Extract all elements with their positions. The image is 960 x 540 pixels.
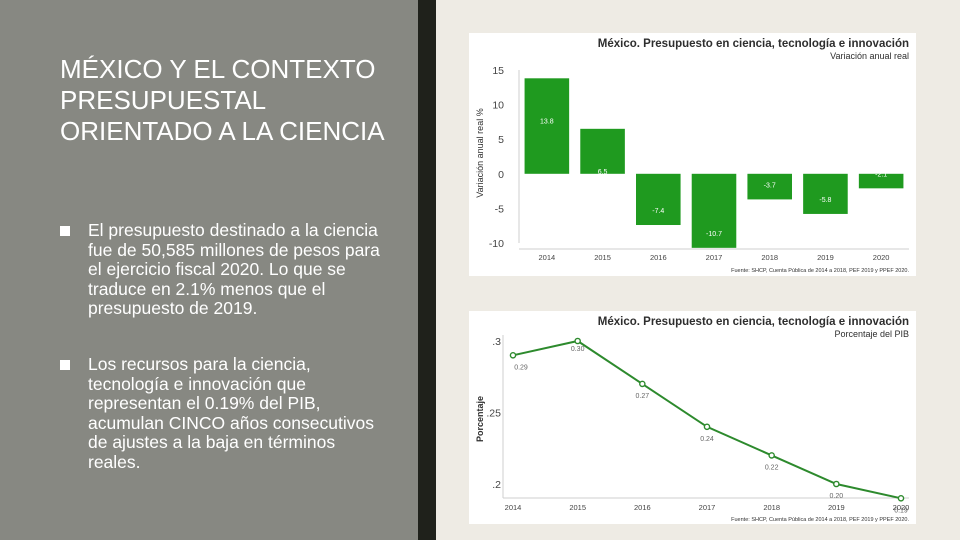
- data-label: 6.5: [598, 169, 608, 176]
- bar-chart-card: México. Presupuesto en ciencia, tecnolog…: [469, 33, 916, 276]
- data-label: -10.7: [706, 231, 722, 238]
- line-chart: México. Presupuesto en ciencia, tecnolog…: [475, 316, 910, 523]
- data-label: 0.30: [571, 346, 585, 353]
- x-tick-label: 2018: [761, 253, 778, 262]
- y-tick-label: 5: [498, 134, 504, 146]
- bullet-item-pib: Los recursos para la ciencia, tecnología…: [60, 354, 380, 472]
- series-line: [512, 339, 902, 500]
- bar-2015: [580, 128, 625, 174]
- bullet-text: Los recursos para la ciencia, tecnología…: [88, 354, 374, 472]
- data-point-2018: [768, 452, 775, 459]
- x-tick-label: 2017: [699, 503, 716, 512]
- bullet-text: El presupuesto destinado a la ciencia fu…: [88, 220, 380, 318]
- bar-2016: [636, 173, 681, 226]
- y-axis-label: Variación anual real %: [475, 108, 485, 197]
- bar-2017: [691, 173, 737, 248]
- x-tick-label: 2018: [763, 503, 780, 512]
- x-tick-label: 2019: [817, 253, 834, 262]
- bar-2020: [858, 173, 904, 189]
- y-tick-label: .3: [492, 336, 501, 348]
- y-axis-label: Porcentaje: [475, 396, 485, 442]
- slide-title: MÉXICO Y EL CONTEXTO PRESUPUESTAL ORIENT…: [60, 54, 385, 146]
- bar-2019: [803, 173, 848, 214]
- x-tick-label: 2015: [569, 503, 586, 512]
- bar-2014: [524, 78, 570, 174]
- data-point-2020: [897, 494, 905, 502]
- data-label: 0.29: [514, 364, 528, 371]
- line-chart-card: México. Presupuesto en ciencia, tecnolog…: [469, 311, 916, 524]
- bullet-square-icon: [60, 226, 70, 236]
- data-label: 0.24: [700, 436, 714, 443]
- chart-subtitle: Variación anual real: [830, 51, 909, 61]
- chart-source: Fuente: SHCP, Cuenta Pública de 2014 a 2…: [731, 517, 909, 523]
- x-tick-label: 2020: [873, 253, 890, 262]
- x-tick-label: 2017: [706, 253, 723, 262]
- data-label: -5.8: [819, 197, 831, 204]
- chart-subtitle: Porcentaje del PIB: [834, 329, 909, 339]
- x-tick-label: 2014: [505, 503, 522, 512]
- data-point-2019: [833, 480, 840, 488]
- data-label: 0.20: [830, 493, 844, 500]
- y-tick-label: .2: [492, 479, 501, 491]
- bar-2018: [747, 173, 792, 200]
- data-label: 0.22: [765, 464, 779, 471]
- bar-chart: México. Presupuesto en ciencia, tecnolog…: [475, 38, 909, 274]
- x-tick-label: 2016: [634, 503, 651, 512]
- y-tick-label: .25: [486, 408, 501, 420]
- bullet-square-icon: [60, 360, 70, 370]
- left-panel: [0, 0, 418, 540]
- x-tick-label: 2019: [828, 503, 845, 512]
- chart-title: México. Presupuesto en ciencia, tecnolog…: [598, 38, 909, 50]
- data-point-2016: [639, 380, 646, 388]
- y-tick-label: -10: [489, 238, 504, 250]
- y-tick-label: 0: [498, 169, 504, 181]
- data-label: 13.8: [540, 118, 554, 125]
- y-tick-label: 15: [492, 65, 504, 77]
- y-tick-label: 10: [492, 100, 504, 112]
- data-label: -2.1: [875, 171, 887, 178]
- divider-bar: [418, 0, 436, 540]
- x-tick-label: 2016: [650, 253, 667, 262]
- data-point-2015: [574, 337, 581, 345]
- chart-title: México. Presupuesto en ciencia, tecnolog…: [598, 316, 909, 328]
- bullet-item-budget: El presupuesto destinado a la ciencia fu…: [60, 220, 380, 319]
- y-tick-label: -5: [495, 203, 504, 215]
- chart-source: Fuente: SHCP, Cuenta Pública de 2014 a 2…: [731, 268, 909, 274]
- data-label: 0.27: [636, 393, 650, 400]
- data-label: -3.7: [764, 182, 776, 189]
- x-tick-label: 2015: [594, 253, 611, 262]
- data-point-2014: [509, 352, 517, 359]
- x-tick-label: 2014: [539, 253, 556, 262]
- data-label: 0.19: [894, 507, 908, 514]
- data-label: -7.4: [652, 208, 664, 215]
- data-point-2017: [703, 423, 711, 431]
- x-tick-label: 2020: [893, 503, 910, 512]
